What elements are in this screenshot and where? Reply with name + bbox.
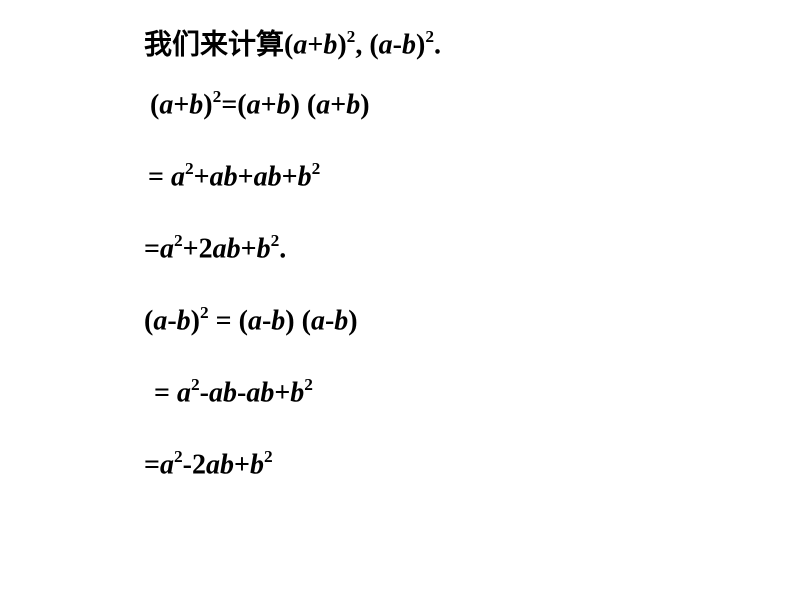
line-3: = a2+ab+ab+b2 xyxy=(148,160,441,194)
sup: 2 xyxy=(185,159,194,178)
t: - xyxy=(200,377,209,408)
intro-line: 我们来计算(a+b)2, (a-b)2. xyxy=(144,28,441,62)
t: = xyxy=(148,161,171,192)
sup: 2 xyxy=(304,375,313,394)
line-7: =a2-2ab+b2 xyxy=(144,448,441,482)
t: . xyxy=(434,29,441,60)
t: ( xyxy=(284,29,293,60)
t: b xyxy=(177,305,191,336)
t: b xyxy=(189,89,203,120)
t: a xyxy=(311,305,325,336)
t: b xyxy=(227,233,241,264)
t: b xyxy=(334,305,348,336)
t: + xyxy=(274,377,290,408)
t: , ( xyxy=(355,29,378,60)
t: +2 xyxy=(183,233,213,264)
t: b xyxy=(290,377,304,408)
t: + xyxy=(238,161,254,192)
t: a xyxy=(209,377,223,408)
t: a xyxy=(177,377,191,408)
sup: 2 xyxy=(312,159,321,178)
t: a xyxy=(379,29,393,60)
t: = xyxy=(144,449,160,480)
t: a xyxy=(246,377,260,408)
t: - xyxy=(237,377,246,408)
t: + xyxy=(330,89,346,120)
t: + xyxy=(173,89,189,120)
line-6: = a2-ab-ab+b2 xyxy=(154,376,441,410)
t: a xyxy=(210,161,224,192)
t: = xyxy=(144,233,160,264)
sup: 2 xyxy=(191,375,200,394)
t: a xyxy=(160,449,174,480)
t: -2 xyxy=(183,449,206,480)
t: ) xyxy=(360,89,369,120)
t: b xyxy=(271,305,285,336)
t: a xyxy=(213,233,227,264)
t: b xyxy=(250,449,264,480)
t: + xyxy=(241,233,257,264)
t: ) xyxy=(337,29,346,60)
t: b xyxy=(260,377,274,408)
t: a xyxy=(248,305,262,336)
sup: 2 xyxy=(264,447,273,466)
math-content: 我们来计算(a+b)2, (a-b)2. (a+b)2=(a+b) (a+b) … xyxy=(150,28,441,519)
t: ) ( xyxy=(285,305,311,336)
t: a xyxy=(153,305,167,336)
t: a xyxy=(293,29,307,60)
t: b xyxy=(223,377,237,408)
t: ( xyxy=(150,89,159,120)
t: a xyxy=(316,89,330,120)
t: a xyxy=(160,233,174,264)
t: a xyxy=(159,89,173,120)
t: a xyxy=(254,161,268,192)
sup: 2 xyxy=(200,303,209,322)
sup: 2 xyxy=(425,27,434,46)
t: + xyxy=(282,161,298,192)
t: b xyxy=(402,29,416,60)
t: - xyxy=(393,29,402,60)
line-5: (a-b)2 = (a-b) (a-b) xyxy=(144,304,441,338)
t: b xyxy=(298,161,312,192)
sup: 2 xyxy=(174,447,183,466)
t: b xyxy=(257,233,271,264)
line-2: (a+b)2=(a+b) (a+b) xyxy=(150,88,441,122)
t: a xyxy=(206,449,220,480)
sup: 2 xyxy=(271,231,280,250)
line-4: =a2+2ab+b2. xyxy=(144,232,441,266)
t: ) ( xyxy=(291,89,317,120)
t: ( xyxy=(144,305,153,336)
t: b xyxy=(277,89,291,120)
t: ) xyxy=(416,29,425,60)
t: b xyxy=(346,89,360,120)
t: + xyxy=(261,89,277,120)
t: - xyxy=(325,305,334,336)
t: = ( xyxy=(209,305,248,336)
t: ) xyxy=(191,305,200,336)
t: b xyxy=(220,449,234,480)
t: a xyxy=(247,89,261,120)
t: + xyxy=(234,449,250,480)
t: =( xyxy=(221,89,246,120)
t: = xyxy=(154,377,177,408)
t: - xyxy=(167,305,176,336)
t: ) xyxy=(348,305,357,336)
t: - xyxy=(262,305,271,336)
t: b xyxy=(224,161,238,192)
t: ) xyxy=(203,89,212,120)
t: + xyxy=(307,29,323,60)
sup: 2 xyxy=(174,231,183,250)
intro-chinese: 我们来计算 xyxy=(144,29,284,60)
sup: 2 xyxy=(213,87,222,106)
t: a xyxy=(171,161,185,192)
sup: 2 xyxy=(347,27,356,46)
t: . xyxy=(279,233,286,264)
t: b xyxy=(268,161,282,192)
t: b xyxy=(323,29,337,60)
t: + xyxy=(194,161,210,192)
